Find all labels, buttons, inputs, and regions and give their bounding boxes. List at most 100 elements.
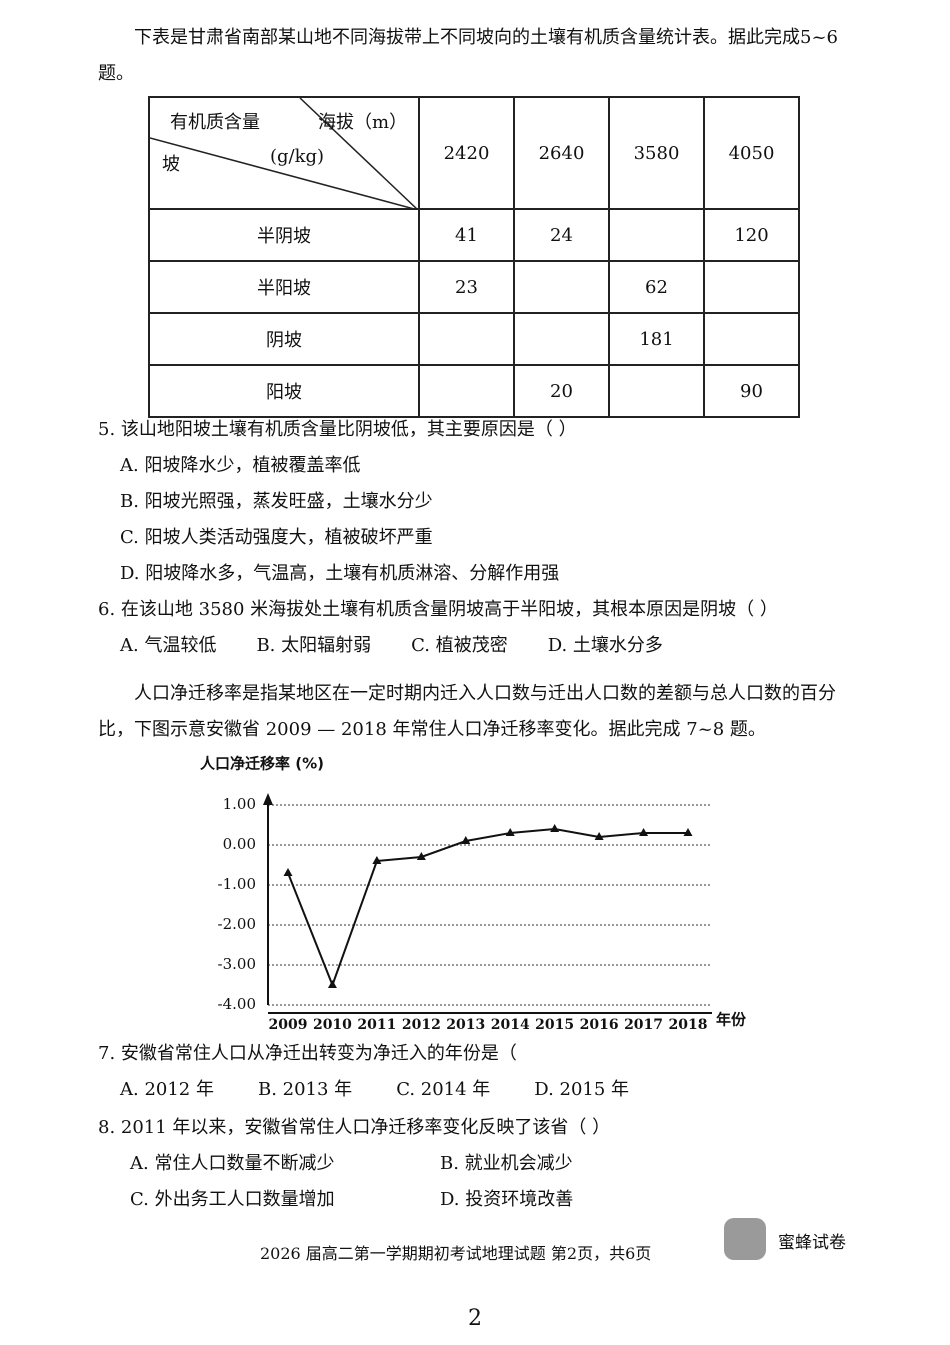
data-point [372,856,382,864]
table-cell: 41 [418,208,515,262]
watermark: 蜜蜂试卷 [778,1233,846,1253]
table-cell: 24 [513,208,610,262]
option: C. 阳坡人类活动强度大，植被破坏严重 [120,527,433,548]
data-line [287,827,688,988]
option: B. 阳坡光照强，蒸发旺盛，土壤水分少 [120,491,433,512]
data-point [327,980,337,988]
corner-label: 海拔（m） [318,112,408,133]
table-cell: 120 [703,208,800,262]
watermark-icon [724,1218,766,1260]
intro-text: 人口净迁移率是指某地区在一定时期内迁入人口数与迁出人口数的差额与总人口数的百分比… [98,683,836,740]
table-cell: 90 [703,364,800,418]
y-tick-label: -4.00 [218,995,256,1013]
table-cell [513,260,610,314]
data-point [550,824,560,832]
corner-label: 有机质含量 [170,112,260,133]
diagonals [150,98,418,210]
option: B. 2013 年 [257,1079,353,1100]
options: A. 气温较低 B. 太阳辐射弱 C. 植被茂密 D. 土壤水分多 [98,628,778,664]
x-tick-label: 2016 [580,1017,619,1033]
column-header: 3580 [608,96,705,210]
x-tick-label: 2011 [357,1017,396,1033]
data-table: 有机质含量 海拔（m） (g/kg) 坡 2420 2640 3580 4050 半阴… [148,96,800,418]
option: D. 阳坡降水多，气温高，土壤有机质淋溶、分解作用强 [120,563,560,584]
column-header: 4050 [703,96,800,210]
x-tick-label: 2012 [402,1017,441,1033]
x-tick-label: 2017 [624,1017,663,1033]
data-point [283,868,293,876]
table-cell [608,208,705,262]
y-tick-label: -3.00 [218,955,256,973]
table-cell [703,312,800,366]
footer: 2026 届高二第一学期期初考试地理试题 第2页，共6页 [260,1244,652,1263]
table-cell [513,312,610,366]
x-tick-label: 2009 [269,1017,308,1033]
data-point [461,836,471,844]
y-axis-label: 人口净迁移率 (%) [200,755,324,773]
table-row: 阴坡 181 [148,312,800,366]
question-stem: 7. 安徽省常住人口从净迁出转变为净迁入的年份是（ [98,1043,517,1064]
option: C. 2014 年 [396,1079,491,1100]
option: B. 太阳辐射弱 [256,635,372,656]
question-stem: 8. 2011 年以来，安徽省常住人口净迁移率变化反映了该省（ ） [98,1117,611,1138]
x-axis-label: 年份 [716,1011,747,1029]
option: A. 2012 年 [120,1079,214,1100]
option: D. 投资环境改善 [440,1189,574,1210]
y-tick-label: -1.00 [218,875,256,893]
column-header: 2640 [513,96,610,210]
options: A. 2012 年 B. 2013 年 C. 2014 年 D. 2015 年 [98,1072,673,1108]
data-point [594,832,604,840]
row-header: 半阴坡 [148,208,420,262]
x-tick-label: 2014 [491,1017,530,1033]
row-header: 半阳坡 [148,260,420,314]
y-tick-label: 0.00 [223,835,256,853]
table-cell [418,364,515,418]
table-cell: 23 [418,260,515,314]
data-point [416,852,426,860]
option: D. 2015 年 [534,1079,630,1100]
table-cell: 62 [608,260,705,314]
data-point [683,828,693,836]
y-tick-label: 1.00 [223,795,256,813]
table-row: 阳坡 20 90 [148,364,800,418]
question-7: 7. 安徽省常住人口从净迁出转变为净迁入的年份是（ A. 2012 年 B. 20… [98,1036,673,1108]
axis-arrow [263,793,273,805]
option: B. 就业机会减少 [440,1153,573,1174]
option: A. 气温较低 [120,635,217,656]
table-cell [703,260,800,314]
option: D. 土壤水分多 [547,635,663,656]
y-tick-label: -2.00 [218,915,256,933]
chart: 人口净迁移率 (%) 年份 1.00 0.00 -1.00 -2.00 -3.00 -4.… [200,755,747,1034]
intro-text: 下表是甘肃省南部某山地不同海拔带上不同坡向的土壤有机质含量统计表。据此完成5~6… [98,27,838,84]
question-8: 8. 2011 年以来，安徽省常住人口净迁移率变化反映了该省（ ） A. 常住人… [98,1110,740,1218]
row-header: 阴坡 [148,312,420,366]
table-cell: 181 [608,312,705,366]
column-header: 2420 [418,96,515,210]
table-cell [608,364,705,418]
row-header: 阳坡 [148,364,420,418]
question-5: 5. 该山地阳坡土壤有机质含量比阴坡低，其主要原因是（ ） A. 阳坡降水少，植… [98,412,577,592]
x-tick-label: 2018 [669,1017,708,1033]
question-stem: 6. 在该山地 3580 米海拔处土壤有机质含量阴坡高于半阳坡，其根本原因是阴坡… [98,599,778,620]
x-tick-label: 2013 [446,1017,485,1033]
corner-label: (g/kg) [270,146,325,167]
option: C. 植被茂密 [411,635,508,656]
corner-cell: 有机质含量 海拔（m） (g/kg) 坡 [148,96,420,210]
option: C. 外出务工人口数量增加 [130,1189,335,1210]
options: A. 阳坡降水少，植被覆盖率低 B. 阳坡光照强，蒸发旺盛，土壤水分少 C. 阳坡人… [98,448,577,592]
table-row: 半阳坡 23 62 [148,260,800,314]
data-point [505,828,515,836]
x-tick-label: 2010 [313,1017,352,1033]
table-cell: 20 [513,364,610,418]
page-number: 2 [468,1306,482,1331]
x-tick-label: 2015 [535,1017,574,1033]
option: A. 阳坡降水少，植被覆盖率低 [120,455,361,476]
table-cell [418,312,515,366]
corner-label: 坡 [162,154,180,175]
option: A. 常住人口数量不断减少 [130,1153,335,1174]
data-point [639,828,649,836]
table-row: 半阴坡 41 24 120 [148,208,800,262]
question-stem: 5. 该山地阳坡土壤有机质含量比阴坡低，其主要原因是（ ） [98,419,577,440]
options: A. 常住人口数量不断减少 B. 就业机会减少 C. 外出务工人口数量增加 D. 投资… [98,1146,740,1218]
